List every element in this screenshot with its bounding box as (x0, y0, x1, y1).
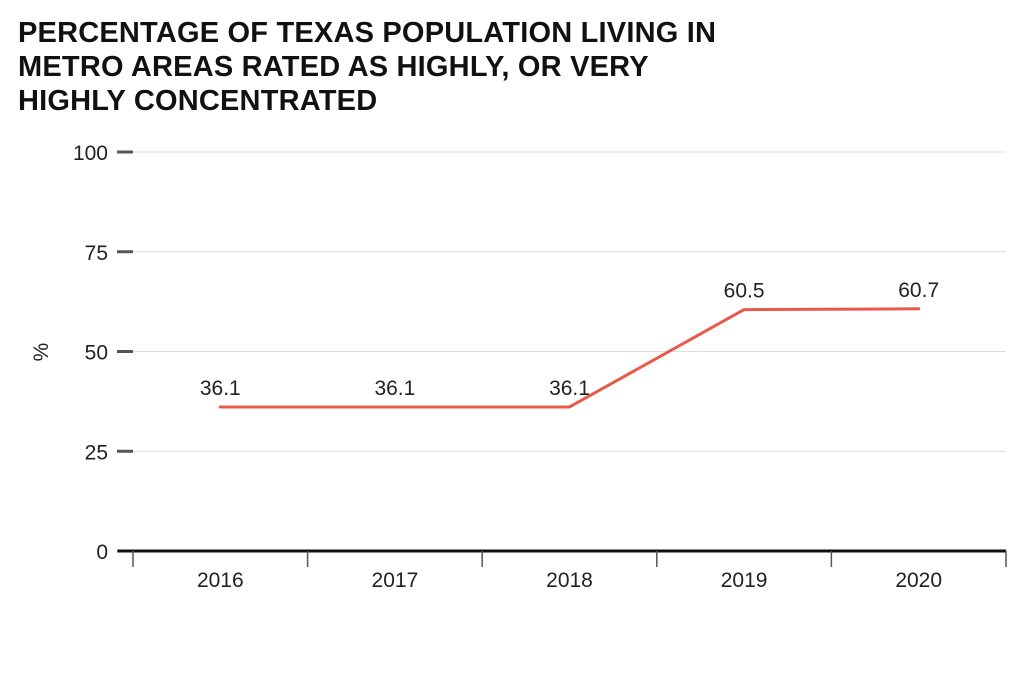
y-tick-label-50: 50 (85, 342, 108, 365)
data-label-2018: 36.1 (549, 377, 590, 400)
series-line-0 (218, 307, 921, 409)
y-tick-label-0: 0 (96, 541, 108, 564)
data-label-2016: 36.1 (200, 377, 241, 400)
y-axis-label: % (30, 343, 53, 362)
data-label-2019: 60.5 (724, 280, 765, 303)
x-tick-label-2020: 2020 (895, 569, 942, 592)
x-tick-label-2018: 2018 (546, 569, 593, 592)
x-axis: 2016 2017 2018 2019 2020 (118, 549, 1007, 592)
chart-title-line-2: METRO AREAS RATED AS HIGHLY, OR VERY (18, 51, 649, 83)
y-tick-label-25: 25 (85, 441, 108, 464)
data-label-2020: 60.7 (898, 279, 939, 302)
y-axis: 0 25 50 75 100 (73, 142, 133, 564)
gridlines (133, 151, 1006, 452)
chart-title-line-3: HIGHLY CONCENTRATED (18, 85, 378, 117)
chart-title-line-1: PERCENTAGE OF TEXAS POPULATION LIVING IN (18, 17, 717, 49)
y-tick-label-75: 75 (85, 242, 108, 265)
x-tick-label-2017: 2017 (372, 569, 419, 592)
x-tick-label-2019: 2019 (721, 569, 768, 592)
data-label-2017: 36.1 (374, 377, 415, 400)
series-line (218, 307, 921, 409)
y-tick-label-100: 100 (73, 142, 108, 165)
data-labels: 36.1 36.1 36.1 60.5 60.7 (200, 279, 939, 400)
chart-title: PERCENTAGE OF TEXAS POPULATION LIVING IN… (18, 16, 838, 118)
x-tick-label-2016: 2016 (197, 569, 244, 592)
